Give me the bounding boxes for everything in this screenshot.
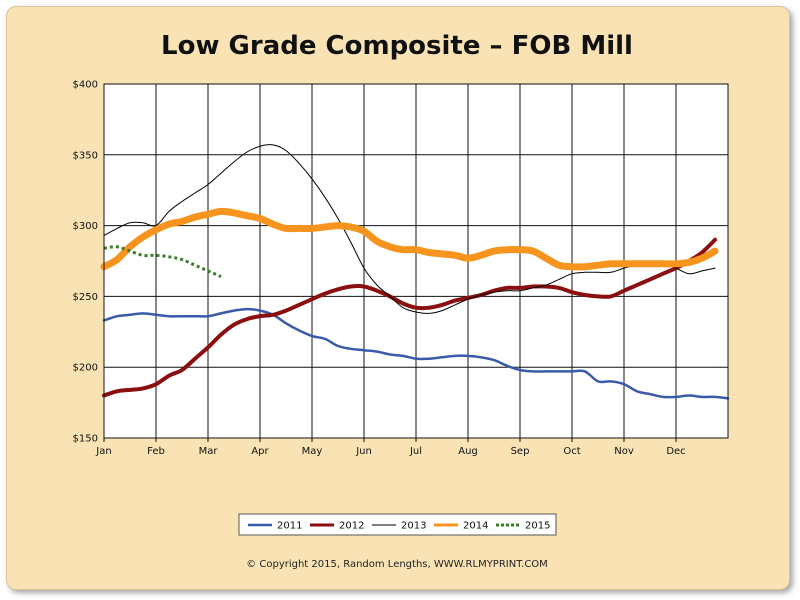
copyright-text: © Copyright 2015, Random Lengths, WWW.RL…: [246, 559, 548, 570]
y-tick-label: $150: [73, 434, 98, 445]
legend-label-2014: 2014: [463, 521, 488, 532]
x-tick-label: Feb: [147, 446, 165, 457]
x-tick-label: Apr: [251, 446, 269, 457]
series-lines: [100, 144, 730, 400]
series-2012-line: [102, 237, 717, 398]
y-tick-label: $350: [73, 150, 98, 161]
plot-border: [103, 83, 729, 439]
legend-label-2012: 2012: [339, 521, 364, 532]
legend: 2011 2012 2013 2014 2015: [238, 513, 557, 536]
y-tick-label: $300: [73, 221, 98, 232]
legend-label-2013: 2013: [401, 521, 426, 532]
y-tick-label: $200: [73, 363, 98, 374]
legend-label-2011: 2011: [277, 521, 302, 532]
x-tick-label: Dec: [666, 446, 685, 457]
legend-label-2015: 2015: [525, 521, 550, 532]
y-tick-label: $400: [73, 80, 98, 91]
x-tick-label: May: [302, 446, 323, 457]
x-tick-label: Mar: [199, 446, 219, 457]
legend-box: [238, 513, 557, 536]
series-2013-line: [103, 144, 716, 314]
x-tick-label: Oct: [563, 446, 580, 457]
x-axis: Jan Feb Mar Apr May Jun Jul Aug Sep Oct Nov Dec: [95, 438, 686, 457]
series-2015-line: [103, 245, 222, 278]
series-2014-line: [100, 207, 719, 271]
x-tick-label: Sep: [511, 446, 530, 457]
x-tick-label: Jan: [95, 446, 111, 457]
y-axis: $150 $200 $250 $300 $350 $400: [73, 80, 98, 445]
series-2011-line: [102, 307, 730, 400]
y-tick-label: $250: [73, 292, 98, 303]
x-tick-label: Aug: [458, 446, 478, 457]
x-tick-label: Nov: [614, 446, 634, 457]
x-tick-label: Jun: [355, 446, 372, 457]
chart-title: Low Grade Composite – FOB Mill: [161, 31, 633, 61]
x-tick-label: Jul: [409, 446, 422, 457]
